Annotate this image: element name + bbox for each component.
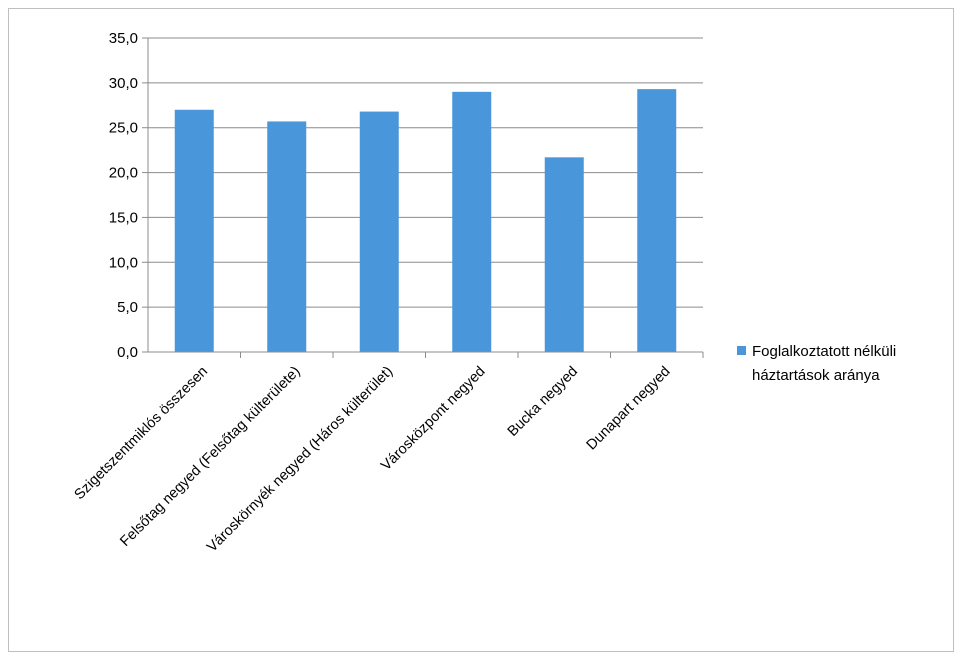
- y-tick-label: 30,0: [109, 75, 138, 92]
- bar: [359, 111, 399, 353]
- x-category-label: Dunapart negyed: [584, 364, 674, 454]
- y-tick-label: 5,0: [117, 299, 138, 316]
- x-category-label: Felsőtag negyed (Felsőtag külterülete): [117, 364, 303, 550]
- y-tick-label: 15,0: [109, 209, 138, 226]
- y-tick-labels: 0,0 5,0 10,0 15,0 20,0 25,0 30,0 35,0: [109, 30, 138, 361]
- y-tick-label: 10,0: [109, 254, 138, 271]
- x-category-label: Bucka negyed: [505, 364, 581, 440]
- x-category-label: Városkörnyék negyed (Háros külterület): [204, 364, 396, 556]
- y-tick-label: 35,0: [109, 30, 138, 47]
- y-tick-label: 25,0: [109, 120, 138, 137]
- gridlines: [148, 37, 703, 308]
- bar: [544, 157, 584, 352]
- legend-label-line-2: háztartások aránya: [752, 367, 880, 384]
- bar: [637, 89, 677, 352]
- bar: [267, 121, 307, 352]
- legend: Foglalkoztatott nélküli háztartások arán…: [737, 343, 896, 384]
- y-tick-label: 0,0: [117, 344, 138, 361]
- axes: [142, 37, 704, 358]
- bar: [174, 109, 214, 353]
- x-category-label: Városközpont negyed: [378, 364, 488, 474]
- y-tick-label: 20,0: [109, 165, 138, 182]
- legend-label-line-1: Foglalkoztatott nélküli: [752, 343, 896, 360]
- bar: [452, 91, 492, 352]
- bars: [174, 89, 677, 353]
- legend-swatch: [737, 346, 746, 355]
